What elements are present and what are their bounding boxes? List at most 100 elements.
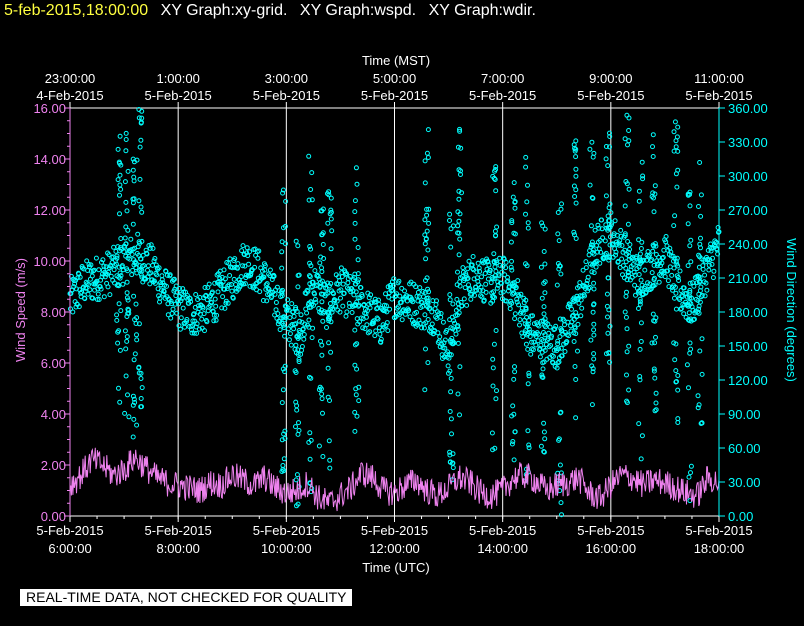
wind-direction-point — [242, 281, 248, 287]
wind-direction-point — [332, 297, 338, 303]
wind-direction-point — [485, 259, 491, 265]
wind-direction-point — [227, 273, 233, 278]
wind-direction-point — [558, 500, 564, 506]
wind-direction-point — [122, 235, 128, 241]
wind-direction-point — [595, 222, 601, 228]
wind-direction-point — [673, 341, 679, 347]
wind-direction-point — [589, 262, 595, 268]
wind-direction-point — [287, 331, 293, 337]
wind-direction-point — [650, 132, 656, 138]
wind-direction-point — [211, 318, 217, 324]
wind-direction-point — [677, 297, 683, 302]
wind-direction-point — [529, 339, 535, 345]
wind-direction-point — [414, 309, 419, 315]
wind-direction-point — [492, 228, 498, 234]
wind-direction-point — [572, 194, 578, 199]
wind-direction-point — [636, 421, 642, 427]
wind-direction-point — [93, 255, 99, 261]
y-tick-label-right: 240.00 — [728, 237, 768, 252]
wind-direction-point — [448, 416, 454, 422]
wind-direction-point — [402, 288, 407, 294]
wind-direction-point — [131, 396, 137, 402]
wind-direction-point — [279, 239, 285, 245]
wind-direction-point — [462, 285, 468, 291]
wind-direction-point — [512, 205, 518, 211]
wind-direction-point — [512, 231, 518, 237]
wind-direction-point — [573, 166, 579, 172]
wind-direction-point — [252, 264, 258, 270]
wind-direction-point — [442, 337, 448, 343]
wind-direction-point — [134, 270, 140, 276]
wind-direction-point — [330, 306, 336, 312]
wind-direction-point — [686, 474, 692, 480]
wind-direction-point — [541, 304, 547, 310]
wind-direction-point — [120, 281, 126, 287]
wind-direction-point — [661, 247, 667, 253]
wind-direction-point — [675, 263, 681, 269]
wind-direction-point — [512, 429, 518, 435]
wind-direction-point — [539, 372, 545, 378]
wind-direction-point — [374, 315, 380, 321]
wind-direction-point — [591, 351, 597, 357]
wind-direction-point — [144, 251, 150, 257]
wind-direction-point — [456, 167, 462, 173]
wind-direction-point — [637, 377, 643, 383]
wind-direction-point — [88, 268, 94, 274]
wind-direction-point — [639, 282, 645, 288]
wind-direction-point — [643, 289, 649, 295]
wind-direction-point — [665, 268, 670, 274]
wind-direction-point — [469, 291, 475, 297]
wind-direction-point — [106, 252, 112, 258]
wind-direction-point — [699, 371, 705, 377]
wind-direction-point — [442, 345, 448, 351]
wind-direction-point — [363, 314, 369, 320]
wind-direction-point — [490, 356, 496, 362]
wind-direction-point — [706, 267, 712, 273]
wind-direction-point — [145, 263, 151, 269]
wind-direction-point — [688, 346, 694, 352]
wind-direction-point — [267, 267, 273, 273]
wind-direction-point — [647, 287, 653, 292]
wind-direction-point — [687, 289, 693, 295]
wind-direction-point — [665, 278, 671, 284]
wind-direction-point — [170, 306, 176, 312]
wind-direction-point — [525, 225, 531, 231]
y-tick-label-right: 150.00 — [728, 339, 768, 354]
wind-direction-point — [139, 274, 145, 280]
wind-direction-point — [556, 238, 562, 244]
wind-direction-point — [355, 257, 361, 263]
wind-direction-point — [572, 325, 578, 331]
wind-direction-point — [153, 262, 159, 268]
wind-direction-point — [128, 236, 134, 242]
wind-direction-point — [319, 307, 325, 313]
wind-direction-point — [671, 148, 677, 154]
wind-direction-point — [352, 220, 358, 226]
wind-direction-point — [518, 291, 524, 297]
wind-direction-point — [156, 265, 162, 271]
wind-direction-point — [83, 285, 89, 291]
wind-direction-point — [472, 292, 477, 298]
wind-direction-point — [280, 187, 286, 193]
wind-direction-point — [295, 501, 301, 507]
y-axis-label-right: Wind Direction (degrees) — [784, 238, 799, 382]
wind-direction-point — [184, 317, 190, 322]
wind-direction-point — [280, 387, 286, 393]
wind-direction-point — [244, 250, 250, 256]
wind-direction-point — [117, 211, 122, 217]
wind-direction-point — [591, 356, 597, 362]
wind-direction-point — [263, 286, 269, 292]
wind-direction-point — [364, 308, 370, 314]
wind-direction-point — [623, 293, 629, 299]
wind-direction-point — [85, 291, 91, 297]
wind-direction-point — [541, 249, 547, 254]
wind-direction-point — [304, 287, 310, 293]
wind-direction-point — [181, 289, 187, 295]
wind-direction-point — [189, 330, 195, 336]
wind-direction-point — [125, 168, 131, 174]
wind-direction-point — [688, 463, 694, 469]
wind-direction-point — [126, 307, 132, 313]
x-tick-label-bottom-time: 16:00:00 — [586, 541, 637, 556]
wind-direction-point — [124, 208, 130, 214]
wind-direction-point — [524, 263, 530, 269]
wind-direction-point — [455, 230, 461, 236]
